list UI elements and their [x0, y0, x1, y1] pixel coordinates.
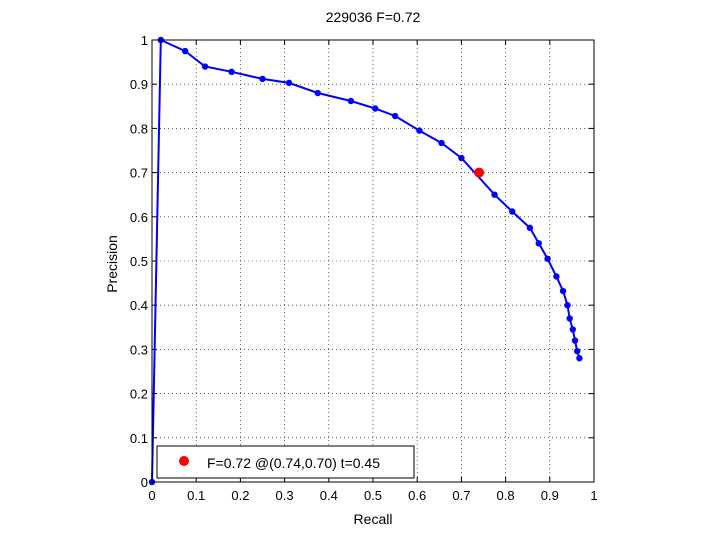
- x-tick-label: 0.9: [541, 488, 559, 503]
- pr-curve-point: [571, 337, 579, 344]
- x-tick-label: 0.3: [276, 488, 294, 503]
- pr-curve-point: [347, 97, 355, 105]
- pr-curve-point: [509, 208, 516, 215]
- y-tick-label: 0.1: [130, 431, 148, 446]
- pr-curve-point: [559, 287, 567, 295]
- pr-curve-point: [569, 326, 576, 333]
- y-tick-label: 0.6: [130, 210, 148, 225]
- legend-box: [156, 445, 415, 479]
- y-tick-label: 0.5: [130, 254, 148, 269]
- y-tick-label: 0: [141, 475, 148, 490]
- pr-curve-point: [566, 315, 573, 322]
- y-axis-label: Precision: [104, 235, 120, 293]
- y-tick-label: 0.7: [130, 166, 148, 181]
- x-tick-label: 0.4: [320, 488, 338, 503]
- legend-label: F=0.72 @(0.74,0.70) t=0.45: [207, 455, 380, 471]
- pr-curve-point: [201, 63, 209, 70]
- y-tick-label: 0.9: [130, 77, 148, 92]
- x-tick-label: 1: [590, 488, 597, 503]
- pr-curve-point: [228, 68, 235, 76]
- pr-curve-point: [416, 127, 423, 134]
- x-tick-label: 0.2: [231, 488, 249, 503]
- pr-curve-point: [314, 89, 321, 97]
- x-tick-label: 0.7: [452, 488, 470, 503]
- best-f-point: [474, 167, 485, 178]
- y-tick-label: 1: [141, 33, 148, 48]
- plot-frame: [151, 39, 595, 483]
- y-tick-label: 0.2: [130, 387, 148, 402]
- x-tick-label: 0: [148, 488, 155, 503]
- legend: F=0.72 @(0.74,0.70) t=0.45: [156, 445, 415, 479]
- pr-curve-point: [553, 273, 560, 280]
- pr-curve-point: [391, 112, 399, 120]
- y-tick-label: 0.8: [130, 121, 148, 136]
- x-tick-label: 0.8: [497, 488, 515, 503]
- y-tick-label: 0.3: [130, 342, 148, 357]
- pr-curve-point: [535, 240, 542, 247]
- x-axis-label: Recall: [354, 511, 393, 527]
- pr-curve-point: [491, 191, 498, 198]
- legend-marker: [179, 456, 189, 466]
- pr-curve-point: [372, 105, 379, 112]
- pr-curve-point: [181, 47, 189, 55]
- pr-curve-point: [438, 139, 445, 147]
- x-tick-label: 0.6: [408, 488, 426, 503]
- pr-curve-point: [458, 154, 465, 162]
- x-tick-label: 0.1: [187, 488, 205, 503]
- pr-curve-point: [574, 347, 581, 355]
- chart-title: 229036 F=0.72: [326, 9, 421, 25]
- pr-curve-point: [564, 302, 571, 309]
- series-layer: [148, 36, 583, 486]
- pr-curve-point: [576, 355, 583, 362]
- grid: [152, 40, 594, 482]
- y-tick-label: 0.4: [130, 298, 148, 313]
- pr-curve-point: [259, 75, 266, 83]
- pr-curve-point: [285, 79, 293, 87]
- x-tick-label: 0.5: [364, 488, 382, 503]
- pr-curve-point: [526, 224, 534, 232]
- pr-curve-point: [544, 255, 551, 262]
- axis-ticks: 0 0.1 0.2 0.3 0.4 0.5 0.6 0.7 0.8 0.9 1 0 0.1 0.2 0.3 0…: [130, 33, 598, 503]
